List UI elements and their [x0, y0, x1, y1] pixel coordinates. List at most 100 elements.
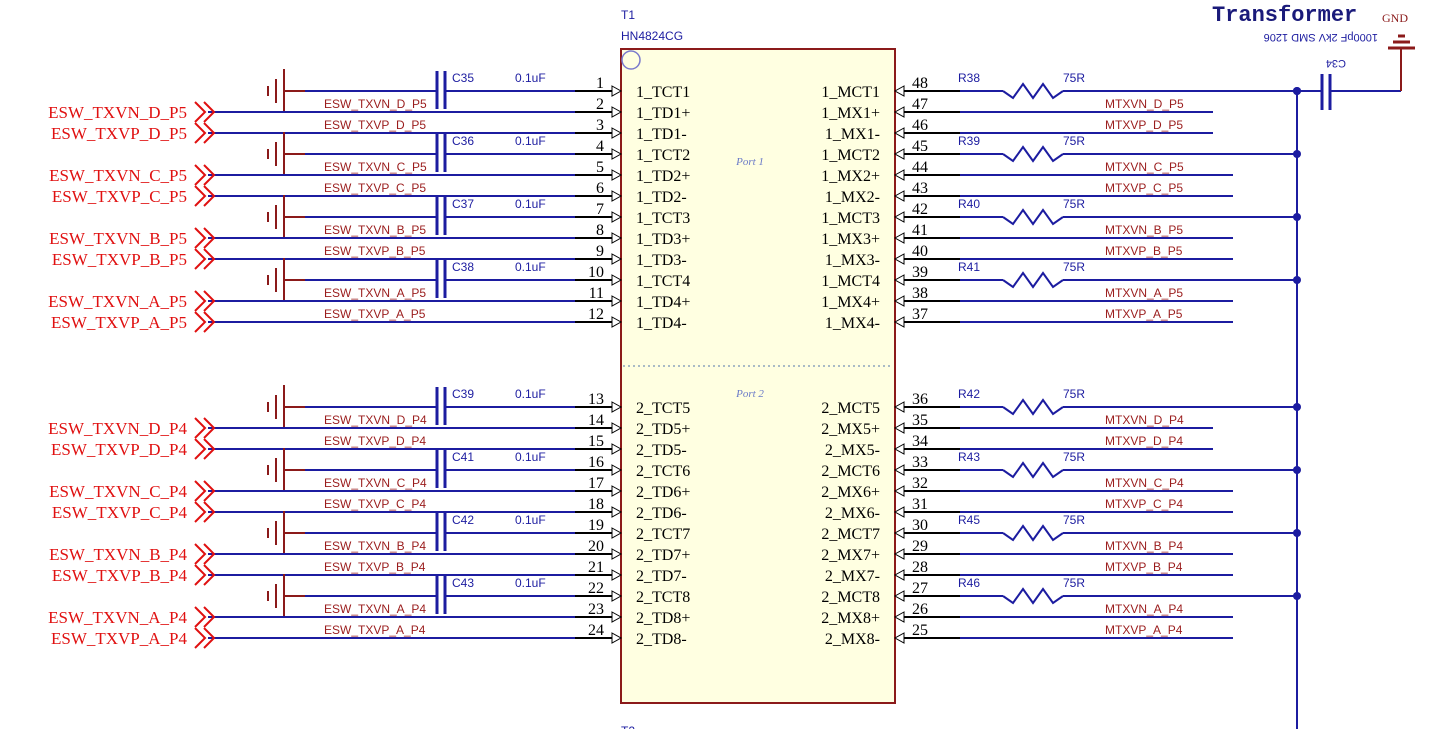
pin-input-arrow-icon: [611, 85, 623, 97]
sheet-title: Transformer: [1212, 3, 1357, 28]
pin-name: 1_TD1-: [636, 126, 687, 143]
pin-number: 12: [588, 306, 604, 323]
net-label: ESW_TXVP_C_P5: [324, 181, 426, 195]
pin-number: 1: [596, 75, 604, 92]
pin-bidir-arrow-icon: [611, 443, 623, 455]
pin-name: 2_MX7-: [825, 568, 880, 585]
pin-name: 2_TCT5: [636, 400, 690, 417]
net-label: ESW_TXVP_B_P4: [324, 560, 426, 574]
port-chevron-icon: [194, 164, 216, 186]
net-label: ESW_TXVP_A_P4: [324, 623, 426, 637]
pin-number: 24: [588, 622, 604, 639]
resistor-icon: [1002, 208, 1064, 226]
resistor-icon: [1002, 82, 1064, 100]
pin-name: 1_MX3+: [821, 231, 880, 248]
pin-number: 13: [588, 391, 604, 408]
port-chevron-icon: [194, 122, 216, 144]
pin-name: 1_MX2-: [825, 189, 880, 206]
pin-name: 2_MX5+: [821, 421, 880, 438]
pin-bidir-arrow-icon: [611, 569, 623, 581]
pin-name: 2_TCT8: [636, 589, 690, 606]
resistor-icon: [1002, 587, 1064, 605]
pin-bidir-arrow-icon: [893, 485, 905, 497]
port-chevron-icon: [194, 501, 216, 523]
net-label: ESW_TXVN_C_P4: [324, 476, 427, 490]
pin-number: 10: [588, 264, 604, 281]
pin-number: 33: [912, 454, 928, 471]
pin-name: 2_TD8-: [636, 631, 687, 648]
junction-dot: [1293, 529, 1301, 537]
net-label: MTXVN_D_P5: [1105, 97, 1184, 111]
net-label: MTXVP_D_P4: [1105, 434, 1183, 448]
capacitor-designator: C39: [452, 387, 474, 401]
pin-name: 2_MX6+: [821, 484, 880, 501]
pin-number: 27: [912, 580, 928, 597]
capacitor-value: 0.1uF: [515, 134, 546, 148]
pin-name: 1_TD2-: [636, 189, 687, 206]
pin-number: 40: [912, 243, 928, 260]
off-sheet-port-label: ESW_TXVP_A_P5: [51, 313, 187, 332]
net-label: MTXVN_C_P5: [1105, 160, 1184, 174]
net-label: MTXVP_D_P5: [1105, 118, 1183, 132]
pin-bidir-arrow-icon: [611, 506, 623, 518]
part-number-label: HN4824CG: [621, 29, 683, 43]
pin-number: 36: [912, 391, 928, 408]
pin-name: 1_TD3+: [636, 231, 690, 248]
pin-name: 2_TD8+: [636, 610, 690, 627]
pin-name: 1_MCT1: [821, 84, 880, 101]
resistor-value: 75R: [1063, 197, 1085, 211]
net-label: ESW_TXVP_A_P5: [324, 307, 426, 321]
pin-name: 2_MX8+: [821, 610, 880, 627]
pin-name: 1_TCT3: [636, 210, 690, 227]
off-sheet-port-label: ESW_TXVN_B_P4: [49, 545, 187, 564]
net-label: ESW_TXVN_D_P4: [324, 413, 427, 427]
net-label: MTXVN_A_P5: [1105, 286, 1183, 300]
resistor-icon: [1002, 271, 1064, 289]
c34-label: C34: [1326, 57, 1346, 69]
pin-bidir-arrow-icon: [611, 106, 623, 118]
pin-bidir-arrow-icon: [893, 422, 905, 434]
port-chevron-icon: [194, 417, 216, 439]
pin-number: 38: [912, 285, 928, 302]
capacitor-designator: C38: [452, 260, 474, 274]
resistor-value: 75R: [1063, 387, 1085, 401]
pin-number: 4: [596, 138, 604, 155]
resistor-designator: R39: [958, 134, 980, 148]
pin-number: 41: [912, 222, 928, 239]
pin-bidir-arrow-icon: [611, 316, 623, 328]
resistor-designator: R45: [958, 513, 980, 527]
resistor-icon: [1002, 461, 1064, 479]
pin-name: 1_MX3-: [825, 252, 880, 269]
net-label: ESW_TXVN_A_P4: [324, 602, 426, 616]
capacitor-value: 0.1uF: [515, 71, 546, 85]
net-label: ESW_TXVN_A_P5: [324, 286, 426, 300]
junction-dot: [1293, 150, 1301, 158]
off-sheet-port-label: ESW_TXVN_A_P5: [48, 292, 187, 311]
net-label: ESW_TXVP_D_P5: [324, 118, 426, 132]
pin-input-arrow-icon: [611, 590, 623, 602]
pin-bidir-arrow-icon: [611, 232, 623, 244]
pin-input-arrow-icon: [893, 590, 905, 602]
net-label: ESW_TXVN_D_P5: [324, 97, 427, 111]
net-label: MTXVP_A_P5: [1105, 307, 1183, 321]
off-sheet-port-label: ESW_TXVP_B_P5: [52, 250, 187, 269]
pin-name: 1_MX2+: [821, 168, 880, 185]
pin-name: 1_TCT2: [636, 147, 690, 164]
pin-number: 21: [588, 559, 604, 576]
pin-number: 29: [912, 538, 928, 555]
off-sheet-port-label: ESW_TXVP_C_P4: [52, 503, 188, 522]
pin-bidir-arrow-icon: [611, 611, 623, 623]
pin-name: 2_MX5-: [825, 442, 880, 459]
pin-number: 3: [596, 117, 604, 134]
pin-number: 26: [912, 601, 928, 618]
pin-number: 25: [912, 622, 928, 639]
net-label: MTXVN_B_P4: [1105, 539, 1183, 553]
capacitor-designator: C36: [452, 134, 474, 148]
resistor-designator: R40: [958, 197, 980, 211]
pin-input-arrow-icon: [893, 464, 905, 476]
resistor-icon: [1002, 145, 1064, 163]
port-label: Port 2: [735, 388, 764, 400]
port-chevron-icon: [194, 290, 216, 312]
pin-name: 1_TCT4: [636, 273, 690, 290]
pin-bidir-arrow-icon: [893, 443, 905, 455]
